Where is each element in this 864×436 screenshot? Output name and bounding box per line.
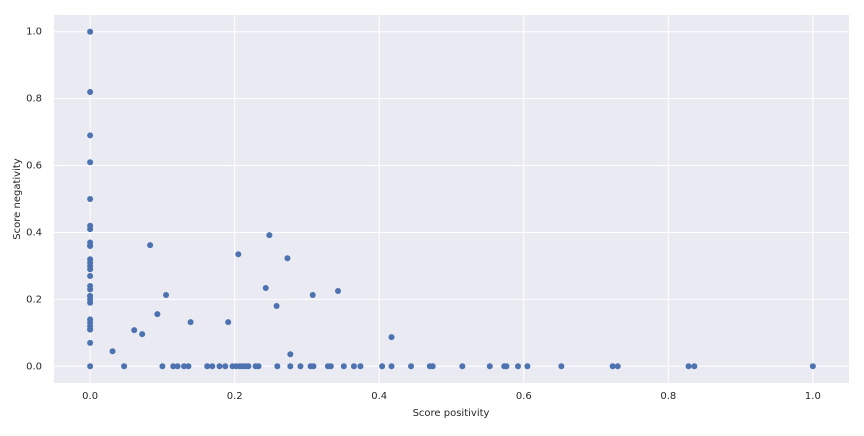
point (309, 292, 316, 299)
point (87, 196, 94, 202)
point (87, 226, 94, 233)
point (273, 303, 280, 310)
y-tick-label: 0.0 (26, 361, 42, 372)
point (187, 319, 194, 326)
y-tick-label: 0.6 (26, 161, 42, 172)
x-tick-label: 0.8 (660, 391, 676, 402)
y-tick-label: 0.4 (26, 227, 42, 238)
point (109, 348, 116, 355)
point (335, 288, 342, 294)
point (558, 363, 565, 370)
point (181, 363, 188, 370)
point (685, 363, 692, 370)
point (147, 242, 154, 249)
point (809, 363, 816, 370)
point (340, 363, 347, 370)
point (154, 311, 161, 318)
point (255, 363, 262, 370)
point (87, 299, 94, 306)
point (87, 242, 94, 249)
point (216, 363, 223, 370)
point (87, 326, 94, 333)
point (87, 272, 94, 279)
point (609, 363, 616, 370)
point (87, 266, 94, 273)
point (222, 363, 229, 370)
point (131, 327, 138, 334)
point (87, 159, 94, 166)
point (87, 28, 94, 35)
point (514, 363, 521, 370)
point (87, 88, 94, 95)
point (170, 363, 177, 370)
x-tick-label: 1.0 (805, 391, 821, 402)
point (287, 351, 294, 358)
point (159, 363, 166, 370)
point (310, 363, 317, 370)
y-tick-label: 0.2 (26, 294, 42, 305)
point (163, 292, 170, 299)
point (388, 363, 395, 370)
point (174, 363, 181, 370)
point (87, 339, 94, 346)
point (245, 363, 252, 370)
point (262, 284, 269, 291)
point (486, 363, 493, 370)
point (225, 319, 232, 326)
y-axis-label: Score negativity (12, 158, 23, 239)
point (185, 363, 192, 370)
point (204, 363, 211, 370)
x-tick-label: 0.0 (82, 391, 98, 402)
x-tick-label: 0.2 (227, 391, 243, 402)
point (266, 232, 273, 239)
point (209, 363, 216, 370)
point (388, 334, 395, 341)
point (408, 363, 415, 370)
plot-area (54, 15, 849, 383)
point (284, 255, 291, 262)
point (87, 363, 94, 370)
point (524, 363, 531, 370)
point (87, 286, 94, 293)
point (121, 363, 128, 370)
point (327, 363, 334, 370)
point (235, 251, 242, 258)
point (691, 363, 698, 370)
y-tick-label: 0.8 (26, 94, 42, 105)
x-axis-label: Score positivity (413, 408, 490, 419)
point (297, 363, 304, 370)
point (350, 363, 357, 370)
point (357, 363, 364, 370)
x-tick-label: 0.4 (371, 391, 387, 402)
point (87, 132, 94, 139)
x-tick-label: 0.6 (516, 391, 532, 402)
point (287, 363, 294, 370)
point (459, 363, 466, 370)
point (614, 363, 621, 370)
point (379, 363, 386, 370)
y-tick-label: 1.0 (26, 27, 42, 38)
point (429, 363, 436, 370)
point (139, 331, 146, 338)
point (503, 363, 510, 370)
point (274, 363, 281, 370)
